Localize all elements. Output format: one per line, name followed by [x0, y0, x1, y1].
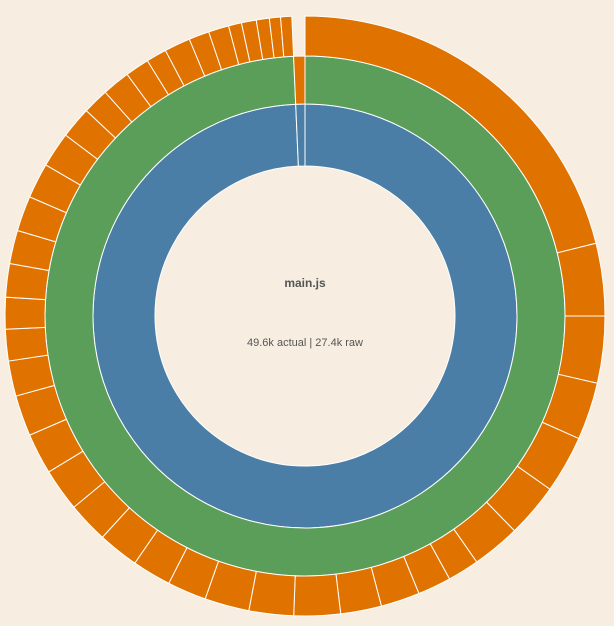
segment — [279, 15, 295, 58]
segment — [556, 242, 606, 317]
sunburst — [4, 15, 606, 617]
segment — [4, 296, 47, 330]
segment — [248, 570, 296, 617]
center-title: main.js — [284, 276, 326, 290]
center-subtitle: 49.6k actual | 27.4k raw — [247, 337, 363, 349]
segment — [92, 103, 518, 529]
segment — [4, 326, 49, 362]
segment — [293, 55, 306, 105]
segment — [557, 315, 606, 384]
segment — [293, 573, 342, 617]
